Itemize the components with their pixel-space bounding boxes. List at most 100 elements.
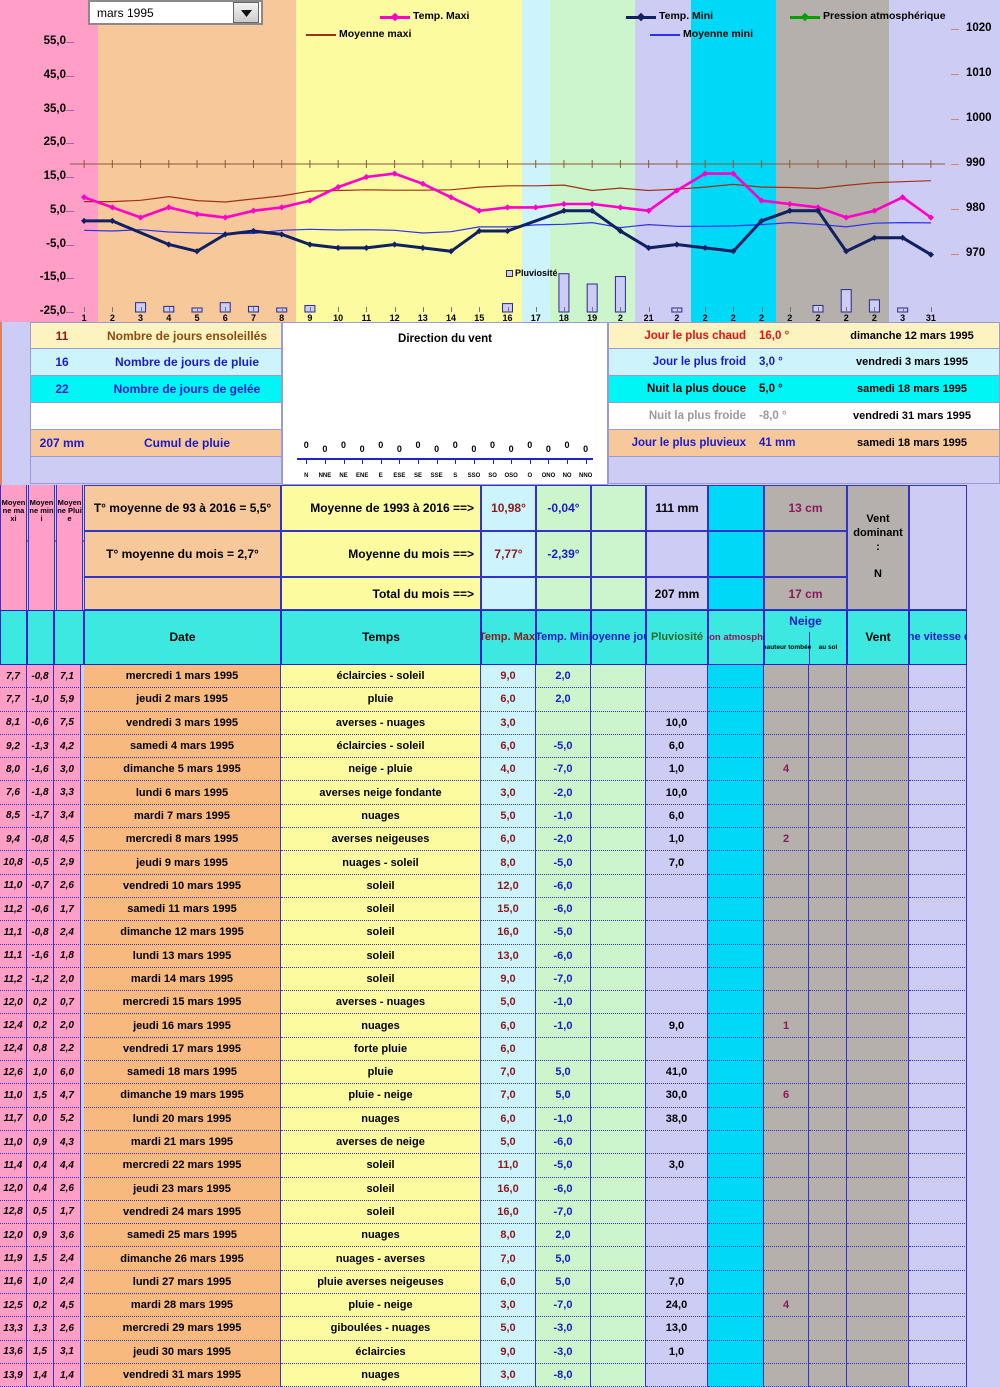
- table-row[interactable]: 11,9 1,5 2,4 dimanche 26 mars 1995 nuages - …: [0, 1247, 1000, 1271]
- cell-pluviosite: [646, 897, 708, 922]
- header-temps: Temps: [281, 610, 481, 665]
- cell-gap: [81, 897, 84, 922]
- table-row[interactable]: 11,2 -1,2 2,0 mardi 14 mars 1995 soleil 9,0 -7…: [0, 967, 1000, 992]
- cell-pression: [708, 711, 764, 735]
- x-axis-tick: [930, 307, 932, 312]
- cell-pression: [708, 1061, 764, 1085]
- table-row[interactable]: 10,8 -0,5 2,9 jeudi 9 mars 1995 nuages - sol…: [0, 851, 1000, 875]
- cell-date: mercredi 29 mars 1995: [84, 1317, 281, 1341]
- x-axis-tick-label: 11: [361, 313, 372, 323]
- stats-moyj-cell: [591, 485, 646, 531]
- wind-tick: [529, 458, 531, 464]
- x-axis-tick-label: 2: [787, 313, 793, 323]
- table-row[interactable]: 11,4 0,4 4,4 mercredi 22 mars 1995 soleil 11,…: [0, 1154, 1000, 1178]
- cell-temps: averses neige fondante: [281, 781, 481, 805]
- cell-vitesse-vent: [909, 1084, 967, 1108]
- table-row[interactable]: 7,7 -1,0 5,9 jeudi 2 mars 1995 pluie 6,0 2,0: [0, 688, 1000, 712]
- cell-date: mardi 21 mars 1995: [84, 1130, 281, 1155]
- cell-moyenne-pluie: 5,9: [54, 688, 81, 712]
- cell-moyenne-jour: [591, 1107, 646, 1131]
- cell-pluviosite: [646, 991, 708, 1015]
- cell-moyenne-pluie: 7,5: [54, 711, 81, 735]
- cell-pression: [708, 688, 764, 712]
- cell-moyenne-pluie: 0,7: [54, 991, 81, 1015]
- table-row[interactable]: 11,7 0,0 5,2 lundi 20 mars 1995 nuages 6,0 -1,…: [0, 1107, 1000, 1131]
- y-axis-right-tick-label: 970: [966, 247, 986, 259]
- cell-temp-mini: -6,0: [536, 1130, 591, 1155]
- cell-moyenne-mini: -0,8: [27, 828, 54, 852]
- cell-temps: soleil: [281, 1177, 481, 1201]
- cell-moyenne-jour: [591, 1177, 646, 1201]
- cell-neige-au-sol: [809, 1084, 847, 1108]
- cell-neige-hauteur: [764, 1177, 809, 1201]
- cell-moyenne-mini: 0,9: [27, 1130, 54, 1155]
- record-value: 3,0 °: [759, 356, 783, 368]
- cell-gap: [81, 944, 84, 968]
- cell-vent: [847, 1294, 909, 1318]
- cell-neige-au-sol: [809, 1130, 847, 1155]
- x-axis-tick-label: 7: [250, 313, 256, 323]
- table-row[interactable]: 12,0 0,4 2,6 jeudi 23 mars 1995 soleil 16,0 -6…: [0, 1177, 1000, 1201]
- cell-neige-au-sol: [809, 1200, 847, 1225]
- wind-value: 0: [452, 440, 458, 450]
- cell-moyenne-mini: -0,8: [27, 921, 54, 945]
- cell-temp-mini: -1,0: [536, 991, 591, 1015]
- cell-temp-mini: -6,0: [536, 1177, 591, 1201]
- y-axis-left-tick: [66, 75, 74, 77]
- table-row[interactable]: 11,1 -1,6 1,8 lundi 13 mars 1995 soleil 13,0-…: [0, 944, 1000, 968]
- cell-temp-mini: -7,0: [536, 758, 591, 782]
- cell-gap: [81, 1061, 84, 1085]
- table-row[interactable]: 13,3 1,3 2,6 mercredi 29 mars 1995 giboulées…: [0, 1317, 1000, 1341]
- month-selector[interactable]: mars 1995: [88, 0, 263, 25]
- stats-neige-cell: [764, 531, 847, 577]
- cell-neige-hauteur: [764, 781, 809, 805]
- cell-temps: soleil: [281, 1154, 481, 1178]
- table-row[interactable]: 13,6 1,5 3,1 jeudi 30 mars 1995 éclaircies 9,…: [0, 1340, 1000, 1364]
- cell-date: dimanche 5 mars 1995: [84, 758, 281, 782]
- cell-neige-au-sol: [809, 1294, 847, 1318]
- summary-count-label: Nombre de jours ensoleillés: [106, 328, 268, 343]
- table-row[interactable]: 11,1 -0,8 2,4 dimanche 12 mars 1995 soleil 16…: [0, 921, 1000, 945]
- table-row[interactable]: 11,2 -0,6 1,7 samedi 11 mars 1995 soleil 15,0…: [0, 897, 1000, 922]
- table-row[interactable]: 11,0 -0,7 2,6 vendredi 10 mars 1995 soleil 12…: [0, 874, 1000, 898]
- cell-vitesse-vent: [909, 1200, 967, 1225]
- table-row[interactable]: 11,6 1,0 2,4 lundi 27 mars 1995 pluie averse…: [0, 1270, 1000, 1295]
- cell-temp-mini: 5,0: [536, 1061, 591, 1085]
- table-row[interactable]: 11,0 1,5 4,7 dimanche 19 mars 1995 pluie - n…: [0, 1084, 1000, 1108]
- cell-date: vendredi 17 mars 1995: [84, 1037, 281, 1062]
- cell-pluviosite: 6,0: [646, 804, 708, 829]
- cell-moyenne-maxi: 11,1: [0, 921, 27, 945]
- wind-direction-label: OSO: [504, 473, 518, 479]
- cell-temps: éclaircies - soleil: [281, 665, 481, 689]
- table-row[interactable]: 12,0 0,9 3,6 samedi 25 mars 1995 nuages 8,0 2,…: [0, 1224, 1000, 1248]
- table-row[interactable]: 13,9 1,4 1,4 vendredi 31 mars 1995 nuages 3,0…: [0, 1363, 1000, 1387]
- table-row[interactable]: 12,4 0,8 2,2 vendredi 17 mars 1995 forte plu…: [0, 1037, 1000, 1062]
- table-row[interactable]: 12,5 0,2 4,5 mardi 28 mars 1995 pluie - neig…: [0, 1294, 1000, 1318]
- record-row: Jour le plus pluvieux 41 mm samedi 18 mars…: [608, 430, 1000, 457]
- table-row[interactable]: 12,4 0,2 2,0 jeudi 16 mars 1995 nuages 6,0 -1,…: [0, 1014, 1000, 1038]
- cell-moyenne-pluie: 2,4: [54, 1270, 81, 1295]
- chevron-down-icon[interactable]: [233, 2, 259, 23]
- table-row[interactable]: 12,0 0,2 0,7 mercredi 15 mars 1995 averses -…: [0, 991, 1000, 1015]
- table-row[interactable]: 7,7 -0,8 7,1 mercredi 1 mars 1995 éclaircies…: [0, 665, 1000, 689]
- table-row[interactable]: 9,2 -1,3 4,2 samedi 4 mars 1995 éclaircies -…: [0, 734, 1000, 759]
- table-row[interactable]: 8,5 -1,7 3,4 mardi 7 mars 1995 nuages 5,0 -1,0…: [0, 804, 1000, 829]
- cell-neige-hauteur: [764, 1317, 809, 1341]
- table-row[interactable]: 9,4 -0,8 4,5 mercredi 8 mars 1995 averses ne…: [0, 828, 1000, 852]
- table-row[interactable]: 11,0 0,9 4,3 mardi 21 mars 1995 averses de n…: [0, 1130, 1000, 1155]
- record-date: vendredi 3 mars 1995: [856, 356, 968, 368]
- cell-temp-mini: -6,0: [536, 874, 591, 898]
- stats-header-table: Moyenne maxi Moyenne mini Moyenne Pluie …: [0, 485, 1000, 1265]
- wind-value: 0: [527, 440, 533, 450]
- wind-value: 0: [303, 440, 309, 450]
- table-row[interactable]: 8,1 -0,6 7,5 vendredi 3 mars 1995 averses - …: [0, 711, 1000, 735]
- y-axis-right-tick-label: 990: [966, 157, 986, 169]
- table-row[interactable]: 12,6 1,0 6,0 samedi 18 mars 1995 pluie 7,0 5,0…: [0, 1061, 1000, 1085]
- table-row[interactable]: 12,8 0,5 1,7 vendredi 24 mars 1995 soleil 16,…: [0, 1200, 1000, 1225]
- header-moyenne-jour: Moyenne jour: [591, 610, 646, 665]
- cell-temp-mini: -1,0: [536, 804, 591, 829]
- table-row[interactable]: 7,6 -1,8 3,3 lundi 6 mars 1995 averses neige…: [0, 781, 1000, 805]
- wind-tick: [436, 458, 438, 464]
- table-row[interactable]: 8,0 -1,6 3,0 dimanche 5 mars 1995 neige - pl…: [0, 758, 1000, 782]
